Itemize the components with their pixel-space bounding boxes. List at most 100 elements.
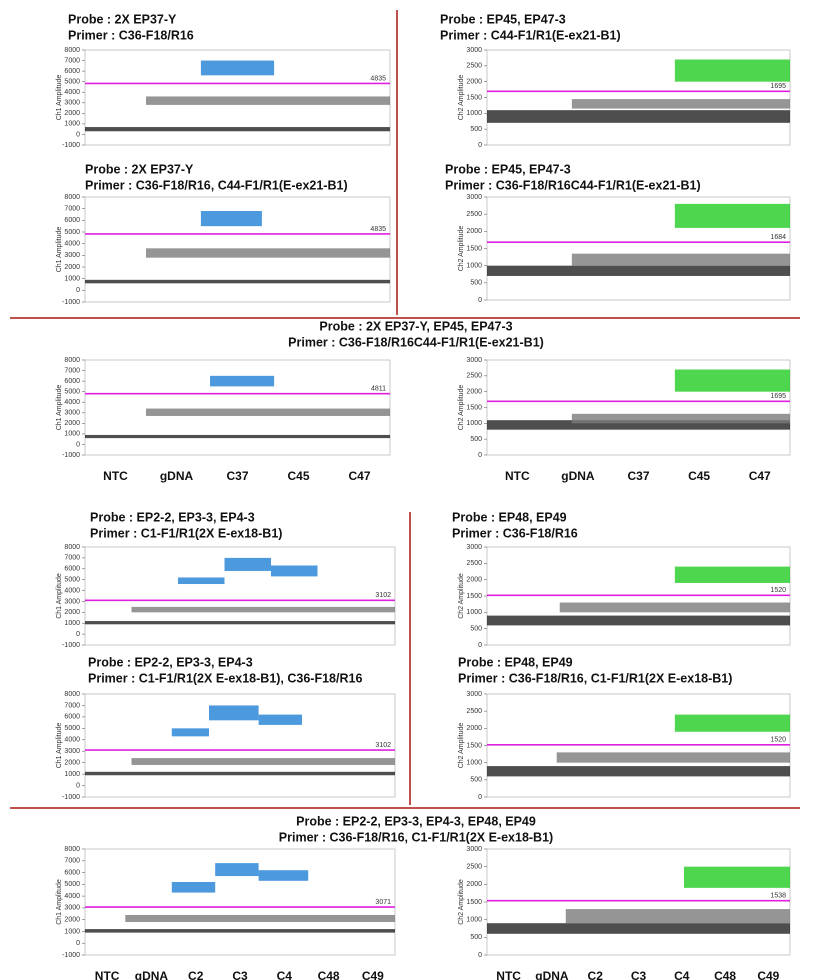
y-tick-label: 1500 xyxy=(466,899,482,906)
x-category-label: C37 xyxy=(627,469,649,483)
y-tick-label: 2000 xyxy=(64,420,80,427)
y-tick-label: 7000 xyxy=(64,367,80,374)
y-tick-label: 2500 xyxy=(466,63,482,70)
primer-label: Primer : C36-F18/R16, C44-F1/R1(E-ex21-B… xyxy=(85,178,348,192)
y-axis-label: Ch2 Amplitude xyxy=(458,573,465,619)
y-tick-label: 3000 xyxy=(466,691,482,698)
y-tick-label: 1000 xyxy=(466,609,482,616)
y-tick-label: 8000 xyxy=(64,47,80,54)
y-tick-label: 500 xyxy=(470,626,482,633)
threshold-label: 3071 xyxy=(375,899,391,906)
y-tick-label: 3000 xyxy=(64,598,80,605)
y-tick-label: 0 xyxy=(478,142,482,149)
y-tick-label: 500 xyxy=(470,126,482,133)
droplet-cluster xyxy=(487,766,790,777)
section-probe: Probe : 2X EP37-Y, EP45, EP47-3 xyxy=(319,319,512,333)
droplet-cluster xyxy=(565,909,790,924)
y-tick-label: 2000 xyxy=(64,917,80,924)
droplet-cluster xyxy=(85,621,395,625)
primer-label: Primer : C1-F1/R1(2X E-ex18-B1) xyxy=(90,526,282,540)
x-category-label: C47 xyxy=(348,469,370,483)
primer-label: Primer : C36-F18/R16, C1-F1/R1(2X E-ex18… xyxy=(458,671,732,685)
y-tick-label: 1000 xyxy=(466,917,482,924)
y-tick-label: 6000 xyxy=(64,378,80,385)
droplet-cluster xyxy=(224,557,271,571)
x-category-label: C45 xyxy=(287,469,309,483)
y-tick-label: 7000 xyxy=(64,858,80,865)
droplet-cluster xyxy=(131,606,395,613)
primer-label: Primer : C1-F1/R1(2X E-ex18-B1), C36-F18… xyxy=(88,671,362,685)
primer-label: Primer : C36-F18/R16 xyxy=(452,526,578,540)
threshold-label: 3102 xyxy=(375,592,391,599)
threshold-label: 4835 xyxy=(370,226,386,233)
y-tick-label: 4000 xyxy=(64,587,80,594)
y-tick-label: 0 xyxy=(478,952,482,959)
y-axis-label: Ch1 Amplitude xyxy=(56,573,63,619)
primer-label: Primer : C44-F1/R1(E-ex21-B1) xyxy=(440,28,621,42)
y-tick-label: 1000 xyxy=(466,760,482,767)
threshold-label: 3102 xyxy=(375,742,391,749)
droplet-cluster xyxy=(487,420,790,430)
y-tick-label: 0 xyxy=(76,441,80,448)
threshold-label: 4811 xyxy=(371,386,386,393)
y-tick-label: 6000 xyxy=(64,869,80,876)
y-tick-label: 3000 xyxy=(64,905,80,912)
y-tick-label: 5000 xyxy=(64,229,80,236)
y-tick-label: 1500 xyxy=(466,742,482,749)
plot-area xyxy=(486,848,791,956)
y-tick-label: 2000 xyxy=(64,760,80,767)
y-tick-label: 1500 xyxy=(466,593,482,600)
y-tick-label: 5000 xyxy=(64,79,80,86)
y-axis-label: Ch2 Amplitude xyxy=(458,385,465,431)
y-tick-label: 7000 xyxy=(64,555,80,562)
y-tick-label: 1500 xyxy=(466,245,482,252)
x-category-label: gDNA xyxy=(561,469,595,483)
x-category-label: C4 xyxy=(674,969,690,980)
y-tick-label: 4000 xyxy=(64,893,80,900)
y-axis-label: Ch1 Amplitude xyxy=(56,75,63,121)
y-tick-label: 2000 xyxy=(466,228,482,235)
droplet-cluster xyxy=(674,566,790,583)
probe-label: Probe : 2X EP37-Y xyxy=(85,162,194,176)
y-tick-label: -1000 xyxy=(62,642,80,649)
droplet-cluster xyxy=(258,714,302,725)
y-tick-label: 2000 xyxy=(466,389,482,396)
y-tick-label: 0 xyxy=(478,794,482,801)
x-category-label: C45 xyxy=(688,469,710,483)
threshold-label: 4835 xyxy=(370,75,386,82)
y-tick-label: 2000 xyxy=(64,110,80,117)
y-tick-label: 7000 xyxy=(64,57,80,64)
droplet-cluster xyxy=(487,110,790,123)
primer-label: Primer : C36-F18/R16 xyxy=(68,28,194,42)
x-category-label: C2 xyxy=(188,969,204,980)
y-tick-label: 8000 xyxy=(64,544,80,551)
droplet-cluster xyxy=(674,203,790,228)
y-tick-label: -1000 xyxy=(62,794,80,801)
threshold-label: 1538 xyxy=(770,893,786,900)
droplet-cluster xyxy=(487,923,790,934)
droplet-cluster xyxy=(674,714,790,732)
y-tick-label: 8000 xyxy=(64,691,80,698)
droplet-cluster xyxy=(674,59,790,82)
x-category-label: C2 xyxy=(588,969,604,980)
y-tick-label: 2000 xyxy=(466,577,482,584)
x-category-label: gDNA xyxy=(160,469,194,483)
droplet-cluster xyxy=(271,565,318,577)
y-tick-label: 2500 xyxy=(466,560,482,567)
droplet-cluster xyxy=(85,127,390,132)
y-tick-label: 4000 xyxy=(64,399,80,406)
y-tick-label: 1000 xyxy=(466,420,482,427)
y-tick-label: 1500 xyxy=(466,94,482,101)
droplet-cluster xyxy=(171,728,209,737)
y-tick-label: 500 xyxy=(470,280,482,287)
y-axis-label: Ch1 Amplitude xyxy=(56,879,63,925)
threshold-label: 1520 xyxy=(770,587,786,594)
y-tick-label: 0 xyxy=(76,631,80,638)
y-tick-label: -1000 xyxy=(62,452,80,459)
y-tick-label: 1000 xyxy=(64,276,80,283)
x-category-label: gDNA xyxy=(535,969,569,980)
y-tick-label: 8000 xyxy=(64,357,80,364)
droplet-cluster xyxy=(210,375,275,387)
primer-label: Primer : C36-F18/R16C44-F1/R1(E-ex21-B1) xyxy=(445,178,701,192)
y-tick-label: -1000 xyxy=(62,142,80,149)
